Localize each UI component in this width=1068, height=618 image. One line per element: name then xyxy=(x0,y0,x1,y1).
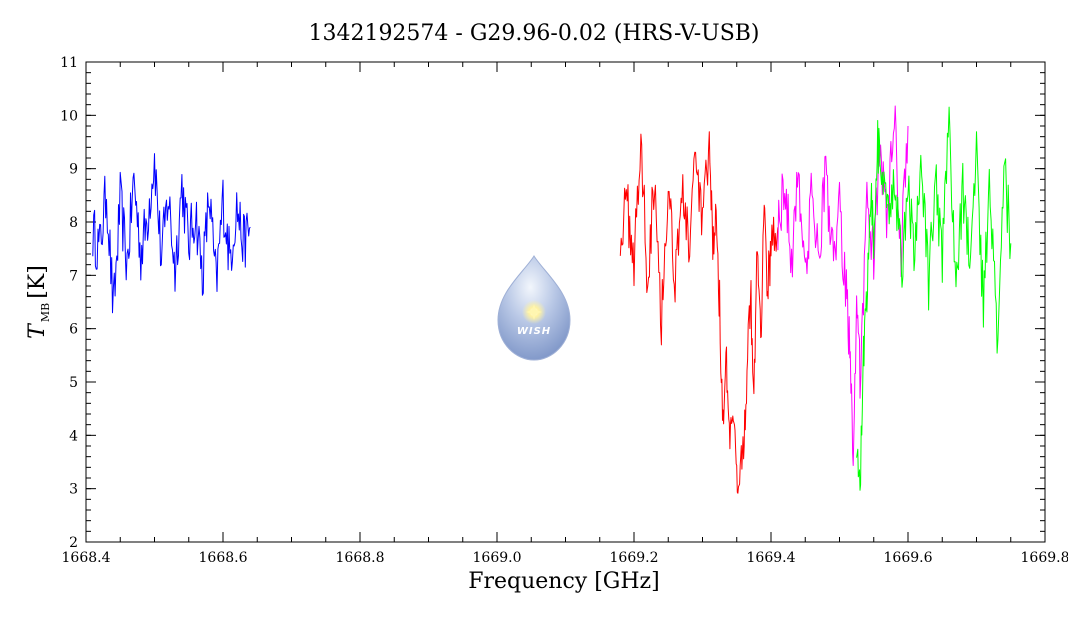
x-tick-label: 1669.2 xyxy=(610,550,659,566)
y-tick-label: 5 xyxy=(69,375,78,391)
data-series xyxy=(92,105,1012,494)
axis-ticks xyxy=(85,61,1046,543)
series-line-2 xyxy=(619,131,779,494)
series-line-4 xyxy=(856,106,1012,491)
chart-title: 1342192574 - G29.96-0.02 (HRS-V-USB) xyxy=(308,21,759,46)
x-tick-label: 1668.8 xyxy=(336,550,385,566)
y-tick-label: 4 xyxy=(69,428,78,444)
wish-logo: WISH xyxy=(497,255,571,361)
x-tick-label: 1669.4 xyxy=(747,550,796,566)
x-tick-label: 1669.8 xyxy=(1021,550,1068,566)
x-tick-label: 1669.6 xyxy=(884,550,933,566)
series-line-3 xyxy=(777,105,909,466)
y-tick-label: 3 xyxy=(69,482,78,498)
y-tick-label: 7 xyxy=(69,268,78,284)
series-line-1 xyxy=(92,153,251,314)
x-tick-label: 1668.6 xyxy=(199,550,248,566)
y-tick-label: 2 xyxy=(69,535,78,551)
y-tick-label: 10 xyxy=(60,108,78,124)
y-tick-label: 9 xyxy=(69,162,78,178)
wish-star-icon xyxy=(526,304,542,320)
y-axis-label-symbol: T xyxy=(25,322,50,339)
axis-tick-labels: 1668.4 1668.6 1668.8 1669.0 1669.2 1669.4 1669… xyxy=(60,55,1068,566)
y-tick-label: 6 xyxy=(69,322,78,338)
x-tick-label: 1669.0 xyxy=(473,550,522,566)
x-tick-label: 1668.4 xyxy=(62,550,111,566)
x-axis-label: Frequency [GHz] xyxy=(468,569,660,594)
y-axis-label: TMB [K] xyxy=(25,265,52,339)
wish-logo-text: WISH xyxy=(517,326,551,337)
y-axis-label-unit: [K] xyxy=(25,265,50,299)
y-tick-label: 11 xyxy=(60,55,78,71)
y-tick-label: 8 xyxy=(69,215,78,231)
y-axis-label-subscript: MB xyxy=(39,303,52,322)
svg-text:TMB[K]: TMB [K] xyxy=(25,265,52,339)
